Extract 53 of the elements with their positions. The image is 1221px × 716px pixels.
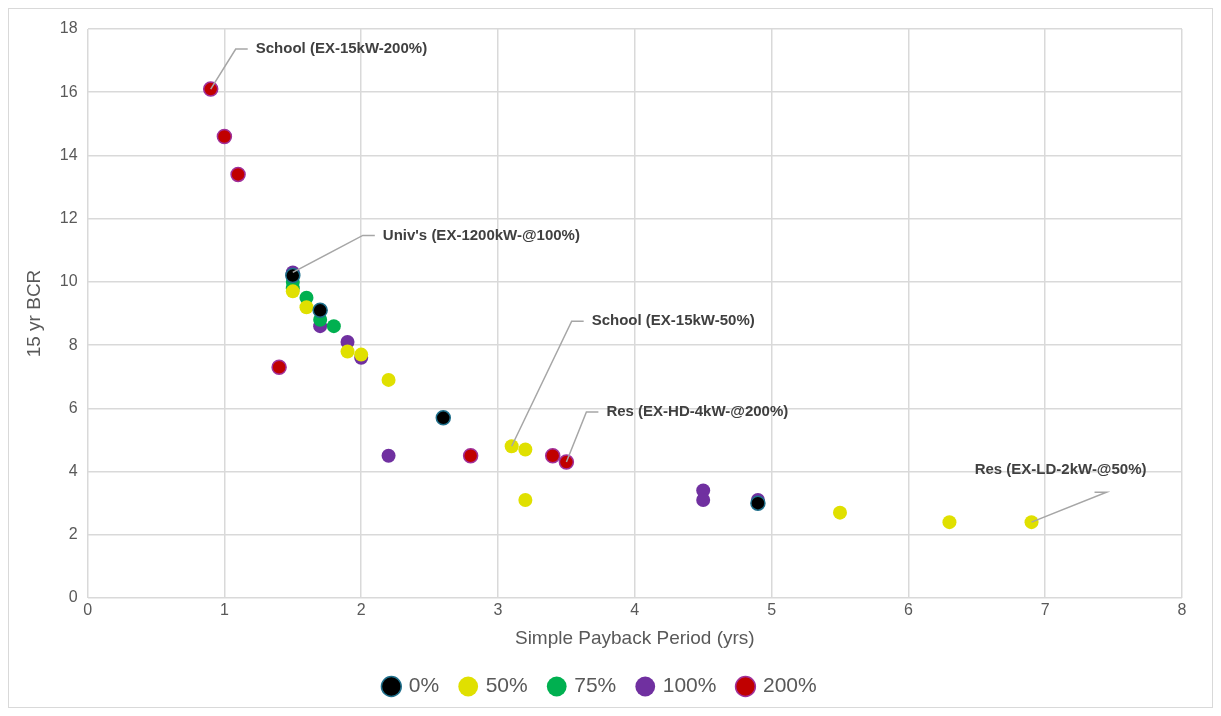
x-tick-label: 1 — [219, 601, 229, 619]
point — [312, 302, 328, 319]
x-tick-label: 5 — [767, 601, 777, 619]
point — [696, 493, 711, 508]
y-tick-label: 10 — [59, 272, 78, 290]
x-tick-label: 7 — [1040, 601, 1050, 619]
point — [435, 410, 452, 426]
legend-label: 75% — [574, 673, 617, 697]
point — [381, 372, 396, 387]
x-tick-label: 2 — [356, 601, 366, 619]
point — [544, 448, 561, 464]
annotation: School (EX-15kW-200%) — [255, 39, 428, 57]
point — [230, 166, 246, 183]
x-tick-label: 8 — [1177, 601, 1187, 619]
x-tick-label: 0 — [83, 601, 93, 619]
x-tick-label: 3 — [493, 601, 503, 619]
legend-label: 100% — [662, 673, 717, 697]
point — [1024, 515, 1039, 530]
point — [942, 515, 957, 530]
y-tick-label: 8 — [68, 335, 78, 353]
y-axis-title: 15 yr BCR — [22, 269, 44, 358]
y-tick-label: 16 — [59, 82, 78, 100]
y-tick-label: 18 — [59, 19, 78, 37]
y-tick-label: 14 — [59, 145, 78, 163]
y-tick-label: 4 — [68, 461, 78, 479]
point — [504, 439, 519, 454]
x-axis-title: Simple Payback Period (yrs) — [514, 626, 755, 648]
y-tick-label: 6 — [68, 398, 78, 416]
point — [326, 319, 341, 334]
annotation: Res (EX-HD-4kW-@200%) — [606, 402, 789, 420]
point — [340, 344, 355, 359]
y-tick-label: 0 — [68, 588, 78, 606]
point — [299, 300, 314, 315]
y-tick-label: 2 — [68, 525, 78, 543]
point — [202, 81, 219, 97]
point — [462, 448, 479, 464]
y-tick-label: 12 — [59, 209, 78, 227]
point — [381, 448, 396, 463]
point — [518, 493, 533, 508]
point — [518, 442, 533, 457]
point — [833, 505, 847, 520]
point — [216, 128, 233, 145]
legend-label: 200% — [762, 673, 817, 697]
point — [285, 267, 301, 284]
annotation: Univ's (EX-1200kW-@100%) — [382, 225, 580, 243]
point — [271, 359, 287, 375]
annotation: School (EX-15kW-50%) — [591, 311, 755, 329]
x-tick-label: 4 — [630, 601, 640, 619]
point — [558, 454, 575, 470]
legend-label: 0% — [408, 673, 440, 697]
legend-label: 50% — [485, 673, 528, 697]
x-tick-label: 6 — [903, 601, 913, 619]
annotation: Res (EX-LD-2kW-@50%) — [974, 460, 1147, 478]
